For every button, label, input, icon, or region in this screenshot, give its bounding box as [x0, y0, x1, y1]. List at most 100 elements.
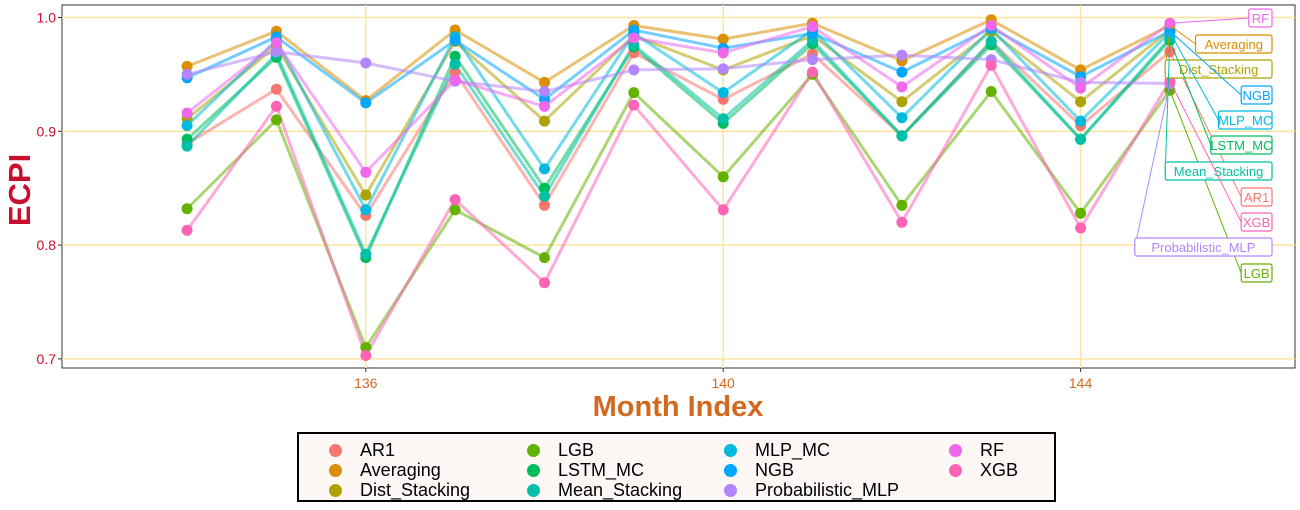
- data-point-ngb: [449, 34, 461, 46]
- data-point-xgb: [181, 224, 193, 236]
- data-point-mean-stacking: [896, 130, 908, 142]
- legend-item-ar1: AR1: [329, 440, 395, 460]
- label-text-lstm-mc: LSTM_MC: [1210, 138, 1272, 153]
- data-point-probabilistic-mlp: [270, 46, 282, 58]
- legend-item-lgb: LGB: [527, 440, 594, 460]
- data-point-rf: [896, 81, 908, 93]
- label-text-ar1: AR1: [1244, 190, 1269, 205]
- data-point-probabilistic-mlp: [628, 64, 640, 76]
- data-point-xgb: [360, 350, 372, 361]
- data-point-mlp-mc: [717, 87, 729, 99]
- data-point-probabilistic-mlp: [539, 86, 550, 97]
- data-point-rf: [1075, 82, 1087, 94]
- label-text-ngb: NGB: [1243, 88, 1271, 103]
- data-point-xgb: [270, 100, 282, 112]
- data-point-rf: [985, 20, 997, 31]
- label-text-averaging: Averaging: [1205, 37, 1263, 52]
- data-point-mlp-mc: [181, 120, 193, 132]
- data-point-rf: [1164, 17, 1176, 29]
- series-line-rf: [186, 21, 1171, 174]
- legend-label: RF: [980, 439, 1004, 460]
- series-points: [181, 14, 1176, 361]
- label-leader-lstm-mc: [1169, 40, 1212, 146]
- data-point-xgb: [807, 66, 818, 78]
- series-line-mlp-mc: [186, 27, 1171, 212]
- label-box-lgb: [1240, 263, 1273, 283]
- label-box-xgb: [1240, 212, 1273, 232]
- label-leader-rf: [1169, 17, 1249, 24]
- series-lines: [185, 18, 1172, 357]
- data-point-mean-stacking: [985, 35, 997, 47]
- data-point-rf: [270, 37, 282, 49]
- data-point-xgb: [628, 99, 640, 111]
- label-box-lstm-mc: [1210, 135, 1273, 155]
- label-box-ar1: [1240, 187, 1273, 207]
- series-line-mean-stacking: [186, 37, 1172, 256]
- data-point-lgb: [1075, 207, 1087, 219]
- data-point-rf: [181, 107, 193, 119]
- data-point-lgb: [896, 199, 908, 211]
- legend-label: AR1: [360, 439, 396, 460]
- label-box-dist-stacking: [1164, 59, 1273, 79]
- y-axis-title: ECPI: [2, 154, 37, 226]
- data-point-xgb: [896, 216, 908, 228]
- data-point-lgb: [717, 171, 729, 183]
- legend-item-probabilistic-mlp: Probabilistic_MLP: [724, 480, 899, 500]
- data-point-rf: [807, 21, 818, 33]
- label-leader-xgb: [1169, 81, 1242, 223]
- data-point-xgb: [449, 194, 461, 206]
- label-box-mean-stacking: [1164, 161, 1273, 181]
- data-point-xgb: [717, 204, 729, 216]
- legend-item-mean-stacking: Mean_Stacking: [527, 480, 682, 500]
- label-box-rf: [1248, 8, 1273, 28]
- data-point-ar1: [539, 199, 550, 211]
- label-text-rf: RF: [1252, 11, 1269, 26]
- data-point-mlp-mc: [1075, 115, 1087, 127]
- data-point-lgb: [360, 342, 372, 353]
- legend-label: Averaging: [360, 459, 441, 480]
- label-leader-mean-stacking: [1164, 37, 1171, 172]
- label-text-probabilistic-mlp: Probabilistic_MLP: [1151, 240, 1255, 255]
- legend-item-mlp-mc: MLP_MC: [724, 440, 830, 460]
- legend-item-rf: RF: [949, 440, 1004, 460]
- legend-item-dist-stacking: Dist_Stacking: [329, 480, 470, 500]
- label-text-mlp-mc: MLP_MC: [1218, 113, 1272, 128]
- legend-label: MLP_MC: [755, 439, 831, 460]
- series-line-probabilistic-mlp: [186, 50, 1170, 93]
- series-end-labels: AR1 Averaging Dist_Stacking LGB LSTM_MC Mean_…: [1134, 8, 1273, 283]
- data-point-dist-stacking: [896, 96, 908, 108]
- legend-swatch: [527, 483, 540, 497]
- data-point-rf: [539, 100, 550, 112]
- data-point-mean-stacking: [181, 140, 193, 152]
- label-text-dist-stacking: Dist_Stacking: [1179, 62, 1258, 77]
- series-line-ar1: [186, 39, 1171, 217]
- label-box-mlp-mc: [1217, 110, 1273, 130]
- legend-label: LSTM_MC: [558, 459, 645, 480]
- data-point-lstm-mc: [539, 182, 550, 194]
- x-tick-label: 140: [711, 375, 735, 391]
- legend-label: LGB: [558, 439, 595, 460]
- data-point-rf: [628, 32, 640, 44]
- legend-swatch: [724, 463, 737, 477]
- y-tick-label: 0.8: [37, 237, 57, 253]
- label-text-xgb: XGB: [1243, 215, 1270, 230]
- legend-swatch: [329, 463, 342, 477]
- data-point-xgb: [985, 59, 997, 71]
- data-point-mean-stacking: [360, 248, 372, 260]
- data-point-lgb: [449, 204, 461, 216]
- label-text-lgb: LGB: [1244, 266, 1270, 281]
- legend-swatch: [527, 443, 540, 457]
- y-tick-label: 0.9: [37, 123, 57, 139]
- data-point-probabilistic-mlp: [807, 54, 818, 66]
- data-point-mlp-mc: [896, 112, 908, 124]
- label-leader-mlp-mc: [1169, 32, 1219, 121]
- data-point-lgb: [985, 86, 997, 97]
- legend-swatch: [949, 443, 962, 457]
- ecpi-line-chart: AR1 Averaging Dist_Stacking LGB LSTM_MC Mean_…: [2, 4, 1296, 423]
- data-point-ngb: [628, 24, 640, 36]
- label-text-mean-stacking: Mean_Stacking: [1174, 164, 1264, 179]
- data-point-mlp-mc: [360, 204, 372, 216]
- data-point-ar1: [449, 66, 461, 78]
- label-box-averaging: [1194, 34, 1273, 54]
- data-point-probabilistic-mlp: [896, 49, 908, 61]
